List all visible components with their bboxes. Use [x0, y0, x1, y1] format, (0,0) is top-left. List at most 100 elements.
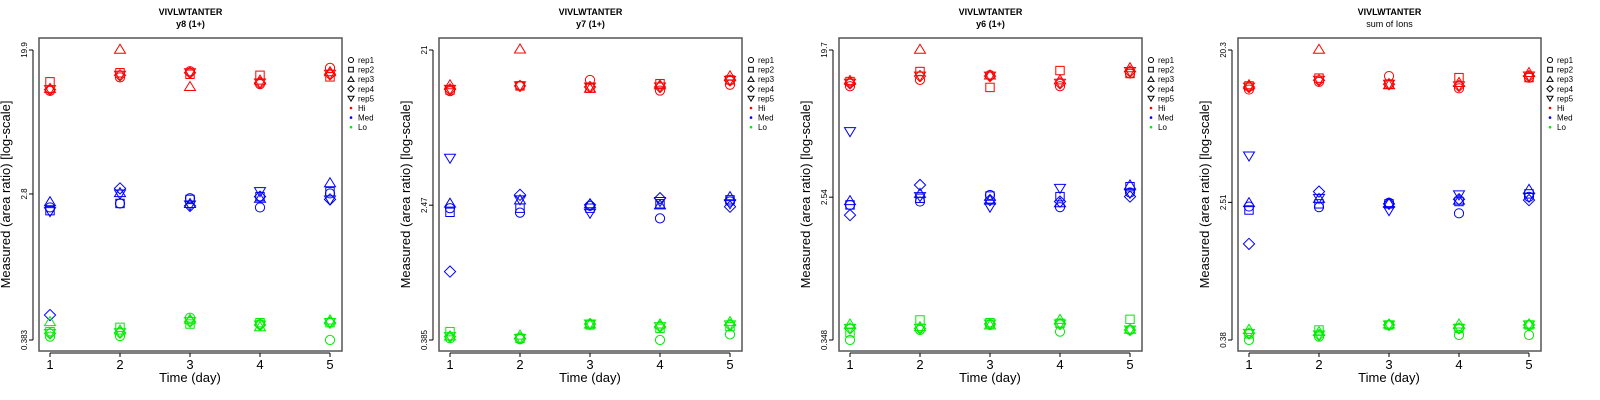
point-med-rep4-day4: [253, 190, 267, 203]
point-hi-rep5-day1: [1242, 82, 1256, 94]
series-lo: [843, 313, 1137, 346]
legend-rep2-symbol-icon: [1547, 66, 1553, 73]
point-med-rep4-day2: [513, 188, 527, 202]
point-hi-rep5-day5: [1522, 71, 1536, 83]
point-med-rep3-day4: [653, 198, 667, 210]
y-axis-label: Measured (area ratio) [log-scale]: [0, 101, 13, 289]
legend-rep1-symbol-icon: [347, 56, 355, 64]
point-hi-rep5-day5: [1123, 67, 1137, 78]
legend-label: Med: [358, 114, 374, 123]
point-med-rep3-day3: [1382, 197, 1396, 208]
legend-hi-dot-icon: [349, 106, 353, 110]
legend-label: rep4: [358, 85, 375, 94]
point-med-rep4-day1: [843, 208, 857, 222]
chart-title: VIVLWTANTER: [159, 7, 223, 17]
x-tick-label: 4: [1455, 357, 1462, 372]
legend-label: rep5: [758, 94, 775, 103]
point-med-rep1-day2: [114, 198, 126, 209]
legend-label: Lo: [358, 123, 367, 132]
point-lo-rep5-day5: [1522, 320, 1536, 331]
legend-label: rep2: [758, 66, 775, 75]
point-med-rep3-day2: [113, 186, 127, 198]
x-tick-label: 5: [1525, 357, 1532, 372]
point-hi-rep2-day4: [255, 70, 265, 80]
y-tick-label: 19.7: [820, 42, 829, 58]
point-hi-rep5-day3: [983, 71, 997, 83]
point-hi-rep3-day3: [183, 80, 197, 92]
legend-med-dot-icon: [1149, 116, 1153, 119]
series-med: [1242, 151, 1536, 251]
legend-rep1-symbol-icon: [1546, 56, 1554, 64]
series-med: [43, 176, 337, 322]
y-tick-label: 0.383: [20, 329, 29, 350]
point-lo-rep5-day4: [1452, 323, 1466, 335]
legend-label: rep2: [1557, 66, 1574, 75]
point-med-rep1-day4: [1453, 208, 1465, 219]
legend-label: rep3: [358, 75, 375, 84]
point-med-rep5-day2: [913, 192, 927, 203]
legend-label: Hi: [1557, 104, 1565, 113]
point-hi-rep1-day4: [654, 85, 666, 96]
point-lo-rep1-day5: [324, 334, 336, 346]
legend-rep2-symbol-icon: [1148, 66, 1154, 73]
point-med-rep3-day2: [1312, 192, 1326, 203]
point-med-rep1-day4: [654, 213, 666, 224]
point-med-rep5-day2: [513, 195, 527, 206]
point-lo-rep2-day2: [115, 322, 125, 333]
legend-hi-dot-icon: [1548, 106, 1552, 110]
plot-box: [438, 37, 743, 352]
point-med-rep4-day1: [1242, 237, 1256, 251]
point-med-rep5-day3: [983, 202, 997, 214]
legend-rep3-symbol-icon: [347, 75, 355, 82]
legend-label: Lo: [1557, 123, 1566, 132]
y-tick-label: 0.385: [420, 329, 429, 350]
point-lo-rep5-day3: [983, 319, 997, 330]
plot-box: [1237, 37, 1542, 352]
point-med-rep4-day5: [1123, 190, 1137, 203]
point-lo-rep5-day1: [43, 328, 57, 340]
point-med-rep4-day4: [1452, 192, 1466, 206]
point-hi-rep5-day1: [843, 78, 857, 90]
point-hi-rep5-day2: [513, 81, 527, 92]
point-lo-rep5-day1: [1242, 328, 1256, 340]
point-med-rep5-day2: [113, 189, 127, 200]
chart-title: VIVLWTANTER: [1358, 7, 1422, 17]
legend-label: rep3: [758, 75, 775, 84]
legend-label: rep5: [358, 94, 375, 103]
point-lo-rep3-day4: [1053, 313, 1067, 324]
point-med-rep3-day5: [323, 176, 337, 188]
point-lo-rep5-day2: [913, 323, 927, 335]
point-med-rep4-day4: [653, 191, 667, 205]
point-hi-rep5-day3: [583, 82, 597, 94]
x-tick-label: 3: [186, 357, 193, 372]
legend-med-dot-icon: [349, 116, 353, 119]
legend-label: Med: [1158, 114, 1174, 123]
y-axis-label: Measured (area ratio) [log-scale]: [798, 101, 813, 289]
x-axis-label: Time (day): [959, 370, 1021, 385]
point-med-rep3-day1: [1242, 196, 1256, 208]
y-tick-label: 21: [420, 45, 429, 54]
point-med-rep2-day4: [1055, 191, 1065, 202]
point-med-rep5-day5: [1123, 188, 1137, 200]
legend-label: Lo: [1158, 123, 1167, 132]
point-hi-rep5-day3: [1382, 79, 1396, 91]
point-med-rep4-day3: [983, 193, 997, 207]
point-lo-rep5-day4: [253, 320, 267, 331]
point-med-rep5-day5: [723, 199, 737, 210]
x-tick-label: 3: [1385, 357, 1392, 372]
legend-rep4-symbol-icon: [347, 85, 355, 93]
x-tick-label: 3: [586, 357, 593, 372]
point-med-rep5-day1: [43, 207, 57, 218]
point-hi-rep5-day2: [113, 70, 127, 82]
point-lo-rep2-day1: [845, 328, 855, 338]
point-med-rep4-day4: [1053, 195, 1067, 208]
series-lo: [443, 315, 737, 346]
legend-label: rep4: [1158, 85, 1175, 94]
x-tick-label: 5: [1126, 357, 1133, 372]
x-tick-label: 2: [116, 357, 123, 372]
point-med-rep4-day5: [1522, 193, 1536, 207]
point-lo-rep5-day3: [1382, 320, 1396, 331]
